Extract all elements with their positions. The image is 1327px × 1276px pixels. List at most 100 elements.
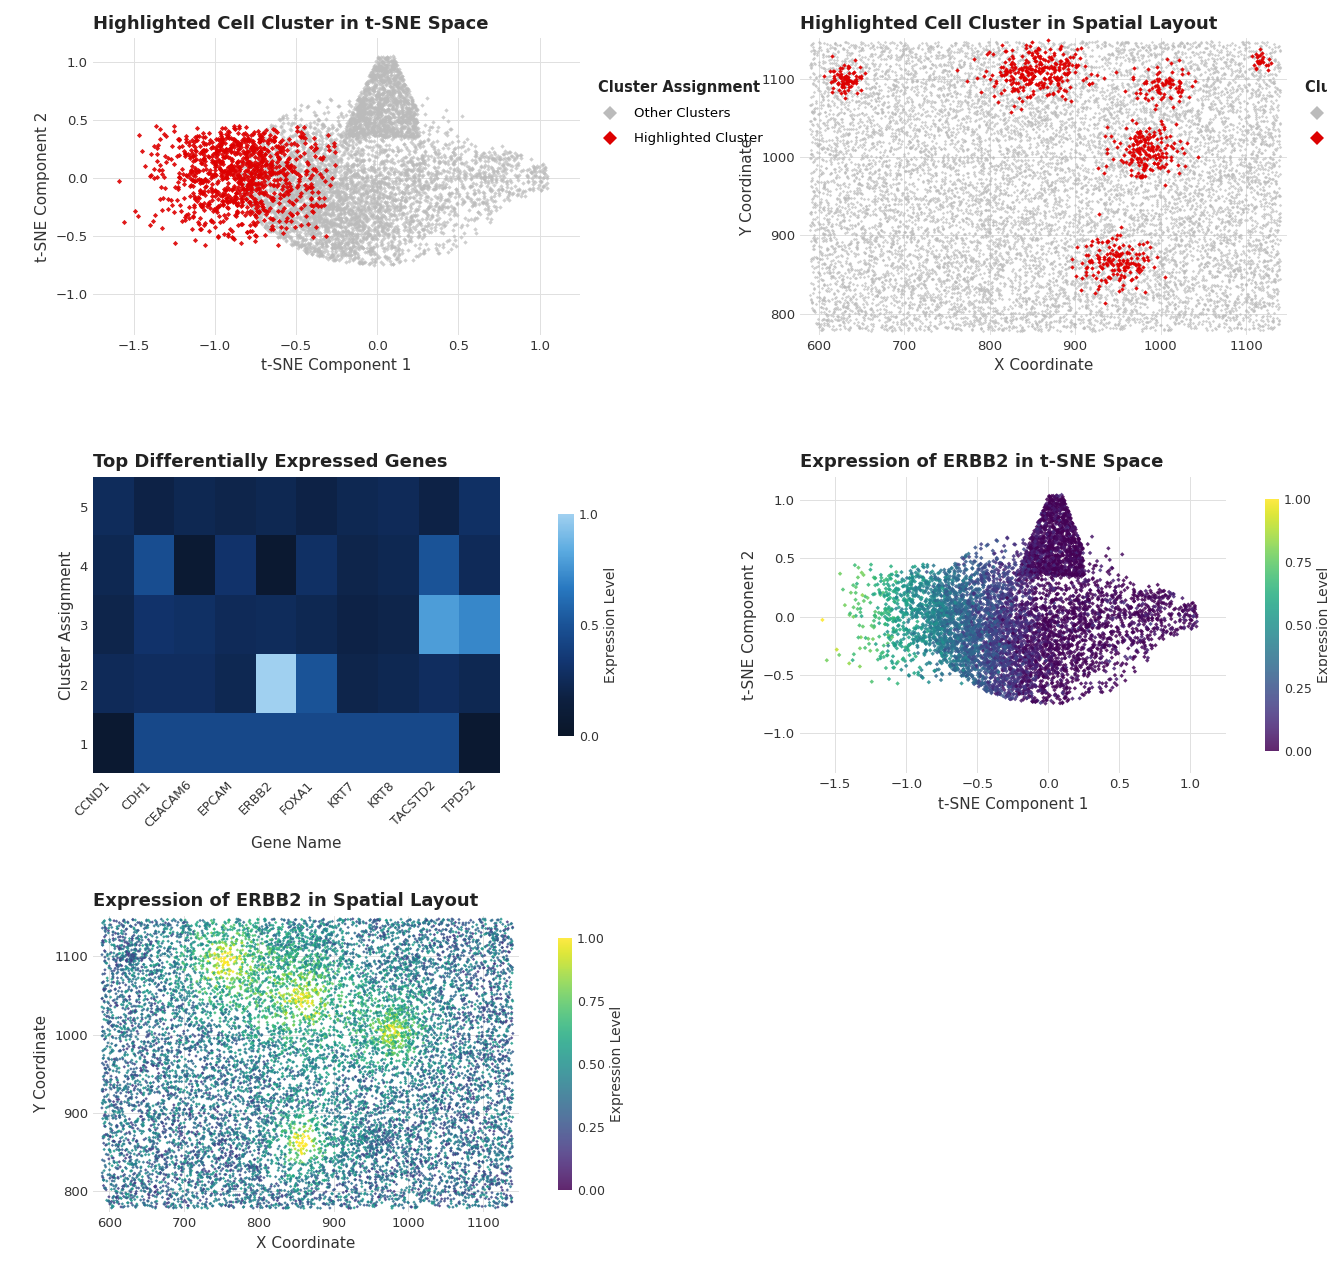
- Point: [376, 126, 397, 147]
- Point: [928, 601, 949, 621]
- Point: [1129, 630, 1151, 651]
- Point: [158, 1034, 179, 1054]
- Point: [959, 639, 981, 660]
- Point: [1052, 32, 1074, 52]
- Point: [411, 176, 433, 197]
- Point: [979, 134, 1001, 154]
- Point: [1038, 536, 1059, 556]
- Point: [920, 563, 941, 583]
- Point: [994, 236, 1015, 256]
- Point: [803, 180, 824, 200]
- Point: [1074, 71, 1095, 92]
- Point: [882, 110, 904, 130]
- Point: [886, 579, 908, 600]
- Point: [292, 916, 313, 937]
- Point: [932, 578, 953, 598]
- Point: [1132, 129, 1153, 149]
- Point: [1001, 584, 1022, 605]
- Point: [418, 1088, 439, 1109]
- Point: [925, 68, 946, 88]
- Point: [495, 1076, 516, 1096]
- Point: [462, 1196, 483, 1216]
- Point: [435, 167, 456, 188]
- Point: [973, 111, 994, 131]
- Point: [1160, 583, 1181, 604]
- Point: [922, 75, 943, 96]
- Point: [380, 216, 401, 236]
- Point: [994, 635, 1015, 656]
- Point: [969, 137, 990, 157]
- Point: [1011, 554, 1032, 574]
- Point: [397, 119, 418, 139]
- Point: [182, 998, 203, 1018]
- Point: [1145, 310, 1166, 330]
- Point: [187, 928, 208, 948]
- Point: [1218, 240, 1239, 260]
- Point: [434, 1191, 455, 1211]
- Point: [223, 1120, 244, 1141]
- Point: [464, 944, 486, 965]
- Point: [285, 939, 307, 960]
- Point: [358, 83, 380, 103]
- Point: [959, 612, 981, 633]
- Point: [925, 48, 946, 69]
- Point: [389, 1036, 410, 1057]
- Point: [134, 156, 155, 176]
- Point: [906, 299, 928, 319]
- Point: [925, 212, 946, 232]
- Point: [951, 578, 973, 598]
- Point: [1051, 533, 1072, 554]
- Point: [369, 962, 390, 983]
- Point: [380, 1128, 401, 1148]
- Point: [458, 1180, 479, 1201]
- Point: [362, 1060, 384, 1081]
- Point: [305, 171, 326, 191]
- Point: [483, 956, 504, 976]
- Point: [1194, 176, 1216, 197]
- Point: [974, 644, 995, 665]
- Point: [1075, 651, 1096, 671]
- Point: [287, 1065, 308, 1086]
- Point: [1099, 189, 1120, 209]
- Point: [259, 912, 280, 933]
- Point: [470, 1185, 491, 1206]
- Point: [1125, 148, 1147, 168]
- Point: [471, 1165, 492, 1185]
- Point: [1259, 306, 1281, 327]
- Point: [998, 572, 1019, 592]
- Point: [344, 193, 365, 213]
- Point: [374, 1161, 395, 1182]
- Point: [443, 951, 464, 971]
- Point: [415, 1026, 437, 1046]
- Point: [459, 1037, 480, 1058]
- Point: [1083, 254, 1104, 274]
- Point: [1075, 263, 1096, 283]
- Point: [215, 1156, 236, 1176]
- Point: [203, 1099, 224, 1119]
- Point: [344, 923, 365, 943]
- Point: [454, 1183, 475, 1203]
- Point: [1032, 658, 1054, 679]
- Point: [918, 203, 940, 223]
- Point: [498, 986, 519, 1007]
- Point: [824, 133, 845, 153]
- Point: [305, 1055, 326, 1076]
- Point: [1027, 681, 1048, 702]
- Point: [342, 202, 364, 222]
- Point: [1099, 153, 1120, 174]
- Point: [1145, 262, 1166, 282]
- Point: [425, 142, 446, 162]
- Point: [129, 989, 150, 1009]
- Point: [224, 1173, 245, 1193]
- Point: [1153, 260, 1174, 281]
- Point: [1051, 518, 1072, 538]
- Point: [301, 222, 322, 242]
- Point: [349, 190, 370, 211]
- Point: [268, 972, 289, 993]
- Point: [174, 946, 195, 966]
- Point: [361, 124, 382, 144]
- Point: [990, 588, 1011, 609]
- Point: [276, 1095, 297, 1115]
- Point: [947, 168, 969, 189]
- Point: [98, 981, 119, 1002]
